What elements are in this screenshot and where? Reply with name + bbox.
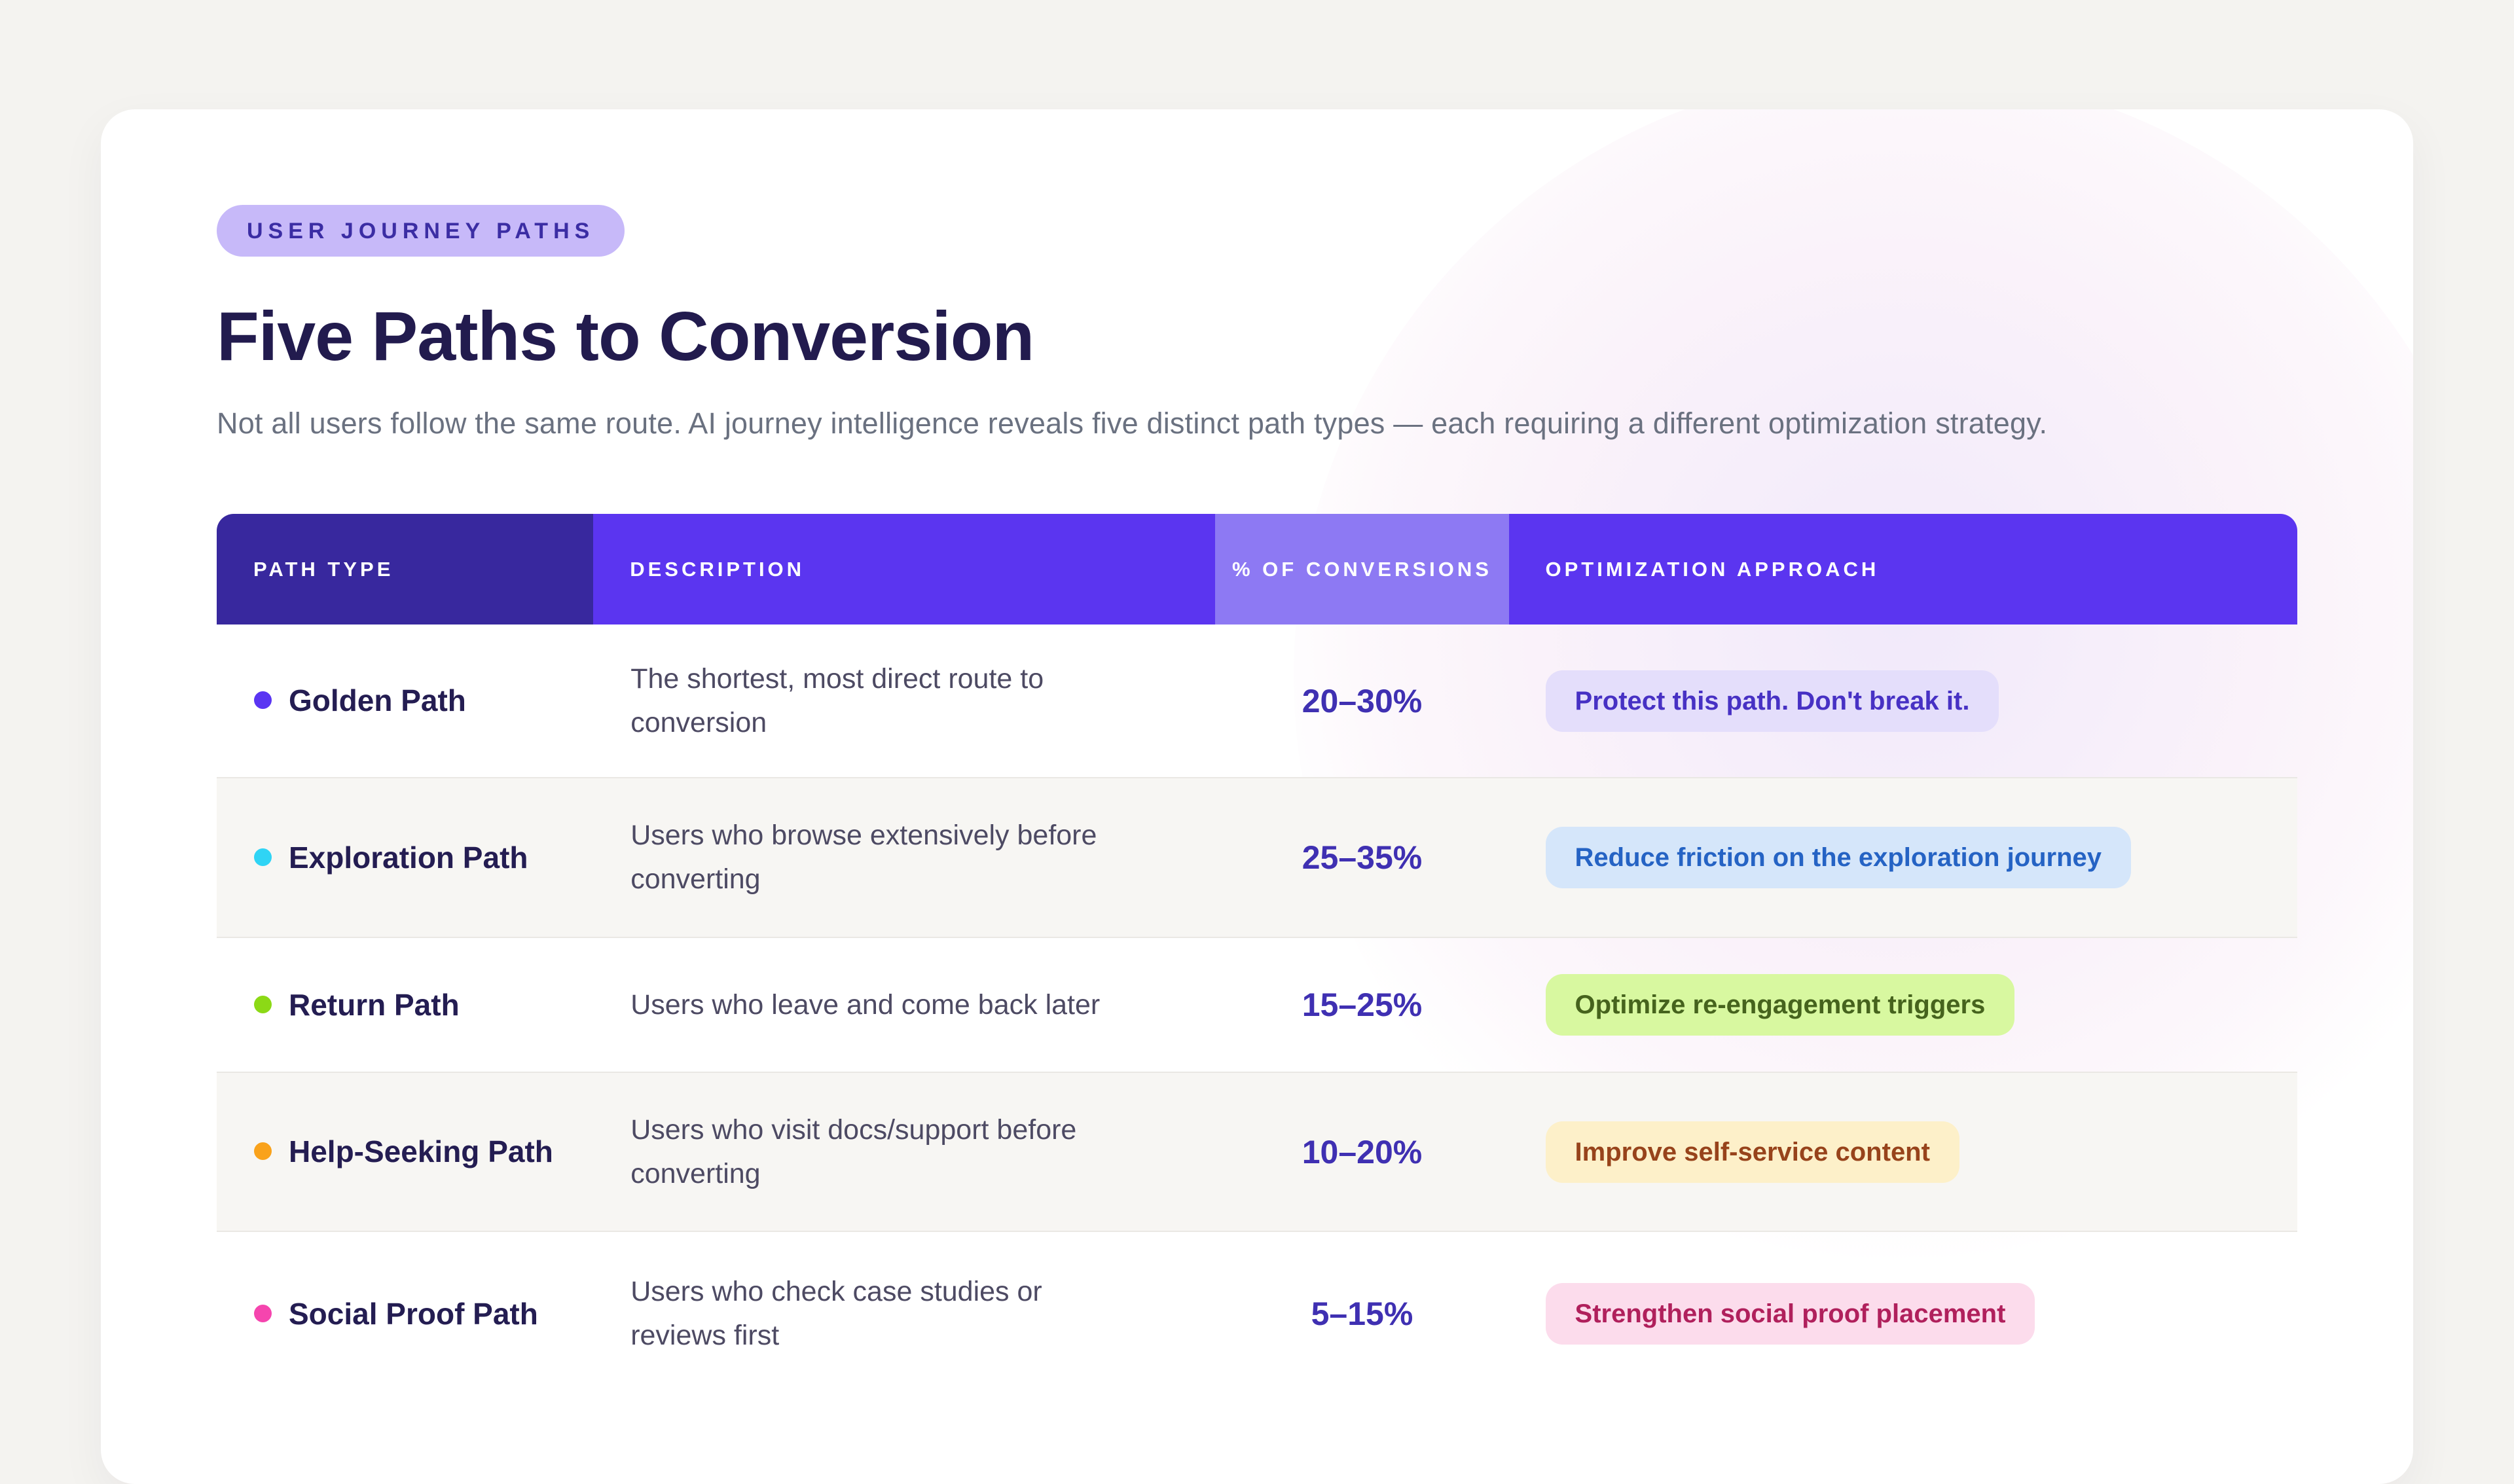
path-color-dot-icon	[254, 1142, 272, 1161]
table-row: Golden Path The shortest, most direct rou…	[217, 624, 2297, 777]
header-cell-optimization-approach: OPTIMIZATION APPROACH	[1508, 514, 2297, 624]
path-color-dot-icon	[254, 1304, 272, 1322]
approach-cell: Improve self-service content	[1509, 1098, 2297, 1206]
page-subtitle: Not all users follow the same route. AI …	[217, 407, 2048, 440]
approach-badge: Reduce friction on the exploration journ…	[1545, 827, 2132, 888]
table-row: Help-Seeking Path Users who visit docs/su…	[217, 1072, 2297, 1231]
conversions-percentage: 15–25%	[1302, 986, 1423, 1023]
paths-table: PATH TYPE DESCRIPTION % OF CONVERSIONS O…	[217, 514, 2297, 1396]
header-cell-path-type: PATH TYPE	[217, 514, 594, 624]
path-color-dot-icon	[254, 995, 272, 1013]
approach-cell: Optimize re-engagement triggers	[1509, 950, 2297, 1059]
table-header-row: PATH TYPE DESCRIPTION % OF CONVERSIONS O…	[217, 514, 2297, 624]
conversions-percentage: 25–35%	[1302, 839, 1423, 876]
approach-cell: Strengthen social proof placement	[1509, 1259, 2297, 1368]
path-name-cell: Golden Path	[217, 655, 593, 747]
conversions-percentage: 5–15%	[1311, 1295, 1413, 1332]
approach-badge: Improve self-service content	[1545, 1121, 1959, 1183]
table-row: Social Proof Path Users who check case st…	[217, 1231, 2297, 1396]
path-color-dot-icon	[254, 691, 272, 710]
approach-cell: Protect this path. Don't break it.	[1509, 647, 2297, 755]
path-description: Users who browse extensively before conv…	[630, 820, 1097, 895]
path-description: The shortest, most direct route to conve…	[630, 662, 1044, 738]
path-name-cell: Exploration Path	[217, 812, 593, 904]
approach-badge: Strengthen social proof placement	[1545, 1283, 2035, 1345]
content-card: USER JOURNEY PATHS Five Paths to Convers…	[101, 109, 2413, 1484]
page-title: Five Paths to Conversion	[217, 298, 1034, 375]
path-name-cell: Help-Seeking Path	[217, 1106, 593, 1198]
card-content: USER JOURNEY PATHS Five Paths to Convers…	[101, 109, 2413, 1396]
path-color-dot-icon	[254, 848, 272, 866]
table-row: Return Path Users who leave and come back…	[217, 937, 2297, 1072]
approach-badge: Protect this path. Don't break it.	[1545, 670, 1999, 732]
path-name-cell: Social Proof Path	[217, 1268, 593, 1360]
approach-cell: Reduce friction on the exploration journ…	[1509, 803, 2297, 912]
conversions-percentage: 10–20%	[1302, 1133, 1423, 1170]
path-name-cell: Return Path	[217, 959, 593, 1051]
path-description: Users who check case studies or reviews …	[630, 1276, 1042, 1351]
table-row: Exploration Path Users who browse extensi…	[217, 777, 2297, 937]
path-description: Users who leave and come back later	[630, 988, 1101, 1021]
header-cell-description: DESCRIPTION	[593, 514, 1216, 624]
table-body: Golden Path The shortest, most direct rou…	[217, 624, 2297, 1396]
eyebrow-badge: USER JOURNEY PATHS	[217, 205, 625, 257]
approach-badge: Optimize re-engagement triggers	[1545, 974, 2015, 1036]
conversions-percentage: 20–30%	[1302, 682, 1423, 719]
header-cell-conversions: % OF CONVERSIONS	[1215, 514, 1509, 624]
path-description: Users who visit docs/support before conv…	[630, 1113, 1077, 1189]
